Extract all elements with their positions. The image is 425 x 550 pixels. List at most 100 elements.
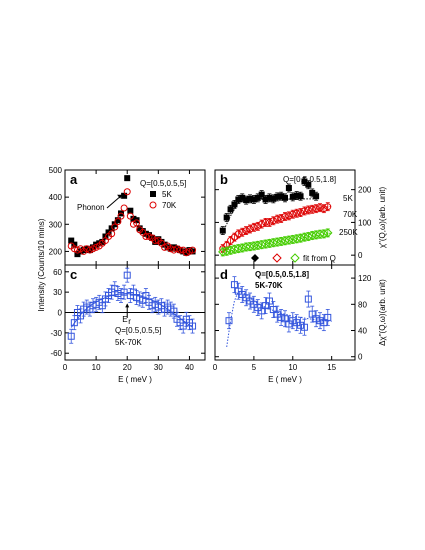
data-point: [316, 204, 324, 212]
y-tick-label: 100: [358, 218, 372, 227]
panel-letter: d: [220, 267, 228, 282]
series-side-label: 5K: [343, 194, 353, 203]
t-annotation: 5K-70K: [255, 281, 283, 290]
data-point: [293, 192, 300, 199]
data-point: [262, 302, 270, 310]
legend-marker: [290, 253, 300, 263]
data-point: [281, 213, 289, 221]
data-point: [239, 194, 246, 201]
q-annotation: Q=[0.5,0.5,5]: [115, 326, 161, 335]
data-point: [234, 230, 242, 238]
data-point: [312, 205, 320, 213]
data-point: [316, 317, 324, 325]
data-point: [225, 317, 233, 325]
data-point: [127, 207, 134, 214]
y-tick-label: -60: [50, 349, 62, 358]
data-point: [268, 238, 279, 248]
y-tick-label: 400: [49, 193, 63, 202]
data-point: [282, 194, 288, 201]
data-point: [67, 332, 75, 340]
data-point: [245, 241, 255, 252]
plot-frame: [214, 264, 356, 361]
data-point: [288, 234, 298, 245]
y-tick-label: -30: [50, 329, 62, 338]
data-point: [307, 230, 317, 241]
y-tick-label: 30: [53, 288, 62, 297]
data-point: [304, 295, 312, 303]
data-point: [262, 218, 270, 226]
series-side-label: 70K: [343, 210, 358, 219]
data-point: [241, 242, 251, 252]
data-point: [249, 241, 259, 251]
data-point: [260, 239, 271, 249]
y2-axis-label: χ"(Q,ω)(arb. unit): [378, 187, 387, 249]
data-point: [311, 230, 321, 240]
data-point: [237, 243, 247, 253]
data-point: [258, 191, 265, 198]
data-point: [285, 185, 292, 192]
data-point: [123, 188, 131, 196]
data-point: [233, 243, 244, 254]
x-tick-label: 10: [92, 363, 101, 372]
data-point: [229, 244, 240, 254]
data-point: [246, 225, 254, 233]
q-annotation: Q=[0.5,0.5,1.8]: [255, 270, 309, 279]
data-point: [312, 315, 320, 323]
data-point: [130, 215, 137, 222]
data-point: [297, 209, 305, 217]
data-point: [289, 210, 297, 218]
data-point: [114, 218, 122, 226]
data-point: [266, 194, 273, 201]
data-point: [269, 217, 277, 225]
data-point: [182, 249, 190, 257]
data-point: [258, 220, 266, 228]
data-point: [92, 243, 100, 251]
data-point: [289, 193, 296, 200]
y-tick-label: 200: [49, 247, 63, 256]
data-point: [247, 195, 253, 202]
t-annotation: 5K-70K: [115, 338, 142, 347]
legend-marker: [149, 201, 157, 209]
legend-marker: [272, 253, 282, 263]
y-tick-label: 0: [358, 251, 363, 260]
x-tick-label: 10: [288, 363, 297, 372]
panel-letter: b: [220, 172, 228, 187]
q-annotation: Q=[0.5,0.5,5]: [140, 179, 186, 188]
data-point: [274, 193, 281, 200]
x-axis-label: E ( meV ): [118, 375, 152, 384]
panel-c: 0 10 20 30 40 -60 -30 0 30 60 c Q=[0.5,0.5,5] 5K-70K…: [37, 218, 206, 384]
data-point: [301, 178, 308, 185]
data-point: [297, 321, 305, 329]
panel-a: 200 300 400 500 a Q=[0.5,0.5,5] 5K 70K Phonon: [49, 166, 206, 266]
data-point: [70, 319, 78, 327]
panel-d: 0 5 10 15 0 40 80 120 d Q=[0.5,0.5,1.8] 5K-70K E ( …: [213, 264, 387, 384]
data-point: [289, 317, 297, 325]
data-point: [276, 236, 286, 247]
data-point: [256, 239, 267, 250]
data-point: [133, 219, 141, 227]
y-tick-label: 120: [358, 274, 372, 283]
fit-curve: [70, 292, 193, 328]
data-point: [297, 193, 304, 200]
x-tick-label: 15: [327, 363, 336, 372]
data-point: [281, 315, 289, 323]
y-tick-label: 0: [358, 353, 363, 362]
data-point: [305, 181, 312, 188]
data-point: [304, 206, 312, 214]
panel-letter: c: [70, 267, 77, 282]
data-point: [293, 209, 301, 217]
data-point: [324, 313, 332, 321]
data-point: [264, 238, 275, 249]
data-point: [108, 230, 116, 238]
data-point: [111, 223, 119, 231]
legend-marker: [251, 254, 259, 262]
data-point: [219, 227, 226, 234]
arrow-head: [125, 303, 130, 308]
data-point: [253, 240, 263, 251]
data-point: [86, 246, 94, 254]
data-point: [291, 234, 302, 244]
x-tick-label: 30: [154, 363, 163, 372]
data-point: [223, 214, 230, 221]
data-point: [295, 233, 306, 243]
